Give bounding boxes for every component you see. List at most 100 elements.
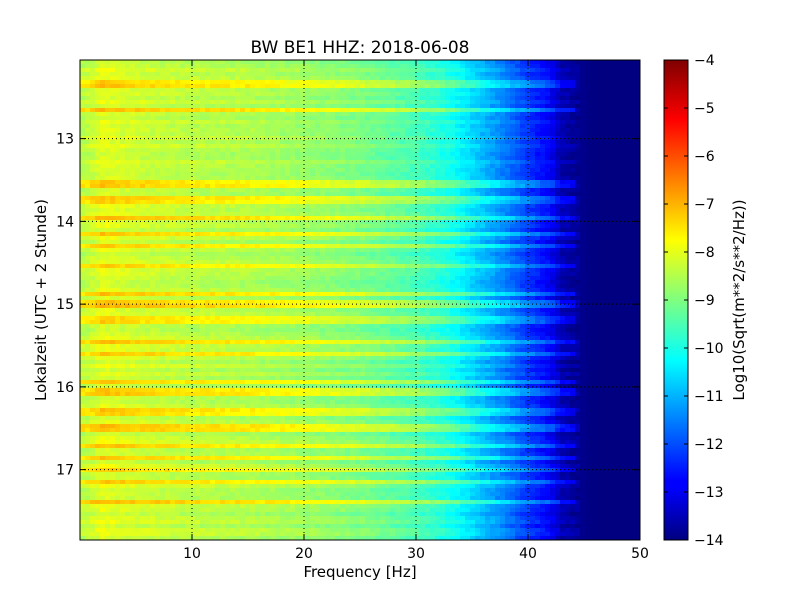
heatmap-cell [310,88,316,93]
heatmap-cell [270,168,276,173]
heatmap-cell [205,204,211,209]
heatmap-cell [210,64,216,69]
heatmap-cell [385,64,391,69]
heatmap-cell [235,168,241,173]
heatmap-cell [565,96,571,101]
heatmap-cell [210,80,216,85]
heatmap-cell [105,124,111,129]
heatmap-cell [615,112,621,117]
heatmap-cell [575,104,581,109]
heatmap-cell [390,60,396,65]
heatmap-cell [380,200,386,205]
heatmap-cell [95,196,101,201]
heatmap-cell [285,88,291,93]
heatmap-cell [550,120,556,125]
heatmap-cell [180,232,186,237]
heatmap-cell [395,156,401,161]
heatmap-cell [105,212,111,217]
heatmap-cell [110,204,116,209]
heatmap-cell [380,60,386,65]
heatmap-cell [480,124,486,129]
heatmap-cell [160,200,166,205]
heatmap-cell [210,204,216,209]
heatmap-cell [270,76,276,81]
heatmap-cell [365,192,371,197]
heatmap-cell [440,228,446,233]
heatmap-cell [390,104,396,109]
heatmap-cell [595,116,601,121]
heatmap-cell [105,132,111,137]
heatmap-cell [390,180,396,185]
heatmap-cell [405,108,411,113]
heatmap-cell [310,116,316,121]
heatmap-cell [200,160,206,165]
heatmap-cell [590,208,596,213]
heatmap-cell [470,156,476,161]
heatmap-cell [145,152,151,157]
heatmap-cell [390,132,396,137]
heatmap-cell [425,212,431,217]
heatmap-cell [455,132,461,137]
heatmap-cell [95,152,101,157]
heatmap-cell [550,164,556,169]
heatmap-cell [520,220,526,225]
heatmap-cell [355,120,361,125]
heatmap-cell [155,104,161,109]
heatmap-cell [520,140,526,145]
heatmap-cell [530,88,536,93]
heatmap-cell [215,160,221,165]
heatmap-cell [385,168,391,173]
heatmap-cell [625,100,631,105]
heatmap-cell [600,216,606,221]
heatmap-cell [105,192,111,197]
heatmap-cell [435,96,441,101]
heatmap-cell [135,184,141,189]
heatmap-cell [600,192,606,197]
heatmap-cell [380,196,386,201]
heatmap-cell [410,164,416,169]
heatmap-cell [515,108,521,113]
heatmap-cell [260,200,266,205]
heatmap-cell [220,220,226,225]
heatmap-cell [195,128,201,133]
heatmap-cell [455,184,461,189]
heatmap-cell [575,116,581,121]
heatmap-cell [535,216,541,221]
heatmap-cell [135,124,141,129]
heatmap-cell [145,176,151,181]
heatmap-cell [500,208,506,213]
heatmap-cell [270,228,276,233]
heatmap-cell [465,208,471,213]
heatmap-cell [300,184,306,189]
heatmap-cell [240,188,246,193]
heatmap-cell [470,140,476,145]
heatmap-cell [90,60,96,65]
heatmap-cell [600,80,606,85]
heatmap-cell [375,160,381,165]
heatmap-cell [370,144,376,149]
heatmap-cell [260,164,266,169]
heatmap-cell [300,164,306,169]
heatmap-cell [490,128,496,133]
heatmap-cell [455,200,461,205]
heatmap-cell [215,88,221,93]
heatmap-cell [265,200,271,205]
heatmap-cell [200,76,206,81]
heatmap-cell [335,180,341,185]
heatmap-cell [90,156,96,161]
heatmap-cell [515,224,521,229]
heatmap-cell [470,184,476,189]
heatmap-cell [140,236,146,241]
heatmap-cell [605,156,611,161]
heatmap-cell [330,180,336,185]
heatmap-cell [420,100,426,105]
heatmap-cell [370,212,376,217]
heatmap-cell [220,112,226,117]
heatmap-cell [145,216,151,221]
heatmap-cell [120,144,126,149]
heatmap-cell [340,112,346,117]
heatmap-cell [375,100,381,105]
heatmap-cell [140,220,146,225]
heatmap-cell [295,196,301,201]
heatmap-cell [515,76,521,81]
